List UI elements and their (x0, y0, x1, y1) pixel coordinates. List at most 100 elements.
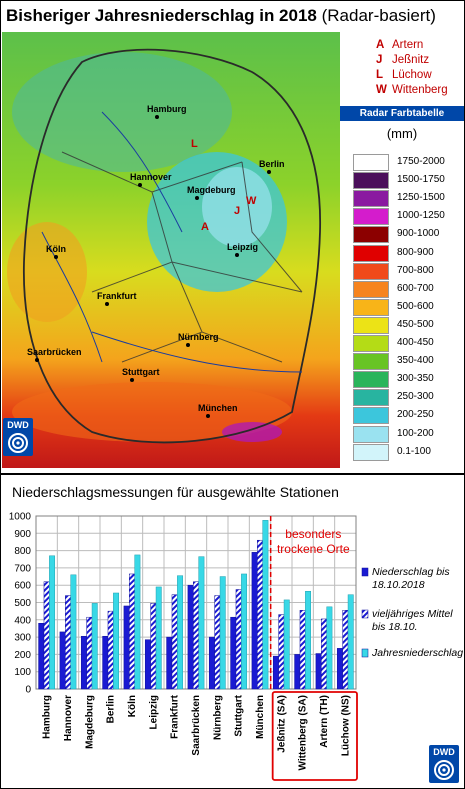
x-tick-label: Frankfurt (170, 694, 181, 739)
color-bin-label: 100-200 (397, 427, 434, 439)
y-tick-label: 700 (14, 563, 31, 574)
color-table-row: 450-500 (353, 316, 451, 334)
city-label: Saarbrücken (27, 347, 82, 357)
city-dot (130, 378, 134, 382)
station-marker: W (246, 195, 257, 207)
x-tick-label: München (255, 695, 266, 739)
bar (251, 552, 258, 690)
bar (241, 573, 248, 690)
city-label: Nürnberg (178, 332, 219, 342)
color-table-row: 250-300 (353, 389, 451, 407)
city-label: Berlin (259, 159, 285, 169)
bar (166, 636, 173, 690)
bar (80, 635, 87, 690)
station-key-row: J Jeßnitz (376, 53, 448, 68)
city-dot (35, 358, 39, 362)
color-bin-label: 300-350 (397, 373, 434, 385)
x-tick-label: Hannover (63, 695, 74, 741)
legend-swatch (361, 648, 369, 658)
city-label: Leipzig (227, 242, 258, 252)
dwd-logo-bottom: DWD (429, 745, 459, 783)
bar (171, 594, 178, 690)
color-bin-label: 0.1-100 (397, 445, 431, 457)
legend-label-cont: bis 18.10. (372, 621, 418, 633)
dwd-logo: DWD (3, 418, 33, 456)
color-table-row: 700-800 (353, 262, 451, 280)
bar (214, 595, 221, 690)
color-table-row: 200-250 (353, 407, 451, 425)
y-tick-label: 800 (14, 546, 31, 557)
y-tick-label: 500 (14, 598, 31, 609)
color-bin-label: 1000-1250 (397, 210, 445, 222)
station-key-row: A Artern (376, 38, 448, 53)
city-label: Frankfurt (97, 291, 137, 301)
city-dot (54, 255, 58, 259)
color-bin-label: 400-450 (397, 337, 434, 348)
radar-map: Hamburg Hannover Magdeburg Berlin Köln Leipzi… (2, 32, 340, 468)
y-tick-label: 200 (14, 650, 31, 661)
bar (150, 603, 157, 690)
y-tick-label: 400 (14, 615, 31, 626)
bar (347, 594, 354, 690)
x-tick-label: Wittenberg (SA) (298, 695, 309, 770)
color-swatch (353, 154, 389, 171)
legend-label: Niederschlag bis (372, 566, 450, 578)
figure-title: Bisheriger Jahresniederschlag in 2018 (R… (6, 6, 436, 26)
color-bin-label: 700-800 (397, 264, 434, 276)
bar (235, 589, 242, 690)
bar (86, 616, 93, 690)
highlight-box (271, 691, 358, 781)
bar (107, 610, 114, 690)
city-dot (267, 170, 271, 174)
x-tick-label: Saarbrücken (191, 695, 202, 756)
station-name: Wittenberg (392, 84, 448, 96)
color-bin-label: 250-300 (397, 391, 434, 403)
bar (262, 520, 269, 690)
x-tick-label: Leipzig (148, 695, 159, 729)
state-borders (61, 151, 303, 363)
station-name: Artern (392, 39, 424, 51)
x-tick-label: Magdeburg (84, 695, 95, 749)
precip-alps-peak (222, 422, 282, 442)
bar (70, 574, 77, 690)
germany-border (22, 48, 321, 444)
dwd-logo-text: DWD (433, 747, 455, 757)
x-tick-label: Stuttgart (234, 694, 245, 736)
x-tick-label: Artern (TH) (319, 695, 330, 748)
color-table-header: Radar Farbtabelle (340, 106, 464, 121)
station-key: J (376, 54, 383, 66)
color-swatch (353, 425, 389, 443)
color-swatch (353, 262, 389, 280)
bar (326, 606, 333, 690)
bar (198, 556, 205, 690)
bar (208, 636, 215, 690)
bar (43, 581, 50, 690)
color-bin-label: 1750-2000 (397, 156, 445, 167)
city-label: München (198, 403, 238, 413)
precip-alps-field (12, 382, 292, 442)
color-swatch (353, 316, 389, 334)
color-table-row: 1500-1750 (353, 172, 451, 190)
city-dot (155, 115, 159, 119)
station-name: Lüchow (392, 69, 432, 81)
legend-label: vieljähriges Mittel (372, 608, 453, 620)
station-marker: L (191, 138, 198, 150)
station-key: L (376, 69, 384, 81)
bar (257, 539, 263, 690)
x-tick-label: Berlin (106, 695, 117, 723)
legend-swatch (361, 609, 369, 619)
title-sub: (Radar-basiert) (321, 6, 436, 25)
station-marker: A (201, 221, 209, 233)
color-swatch (353, 172, 389, 190)
color-table-unit: (mm) (386, 126, 418, 141)
color-swatch (353, 335, 389, 352)
color-swatch (353, 443, 389, 461)
bar (283, 599, 290, 690)
station-key: A (376, 39, 385, 51)
city-dot (235, 253, 239, 257)
city-labels: Hamburg Hannover Magdeburg Berlin Köln Leipzi… (27, 104, 285, 418)
y-tick-label: 100 (14, 667, 31, 678)
color-swatch (353, 244, 389, 262)
section-separator (0, 473, 465, 475)
rivers (41, 111, 303, 373)
